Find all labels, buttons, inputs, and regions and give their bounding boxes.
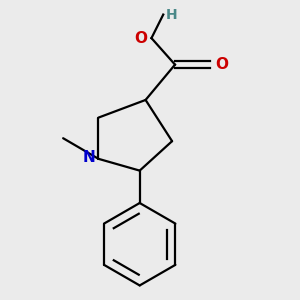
Text: O: O [134,31,147,46]
Text: N: N [83,150,95,165]
Text: H: H [166,8,178,22]
Text: O: O [215,57,228,72]
